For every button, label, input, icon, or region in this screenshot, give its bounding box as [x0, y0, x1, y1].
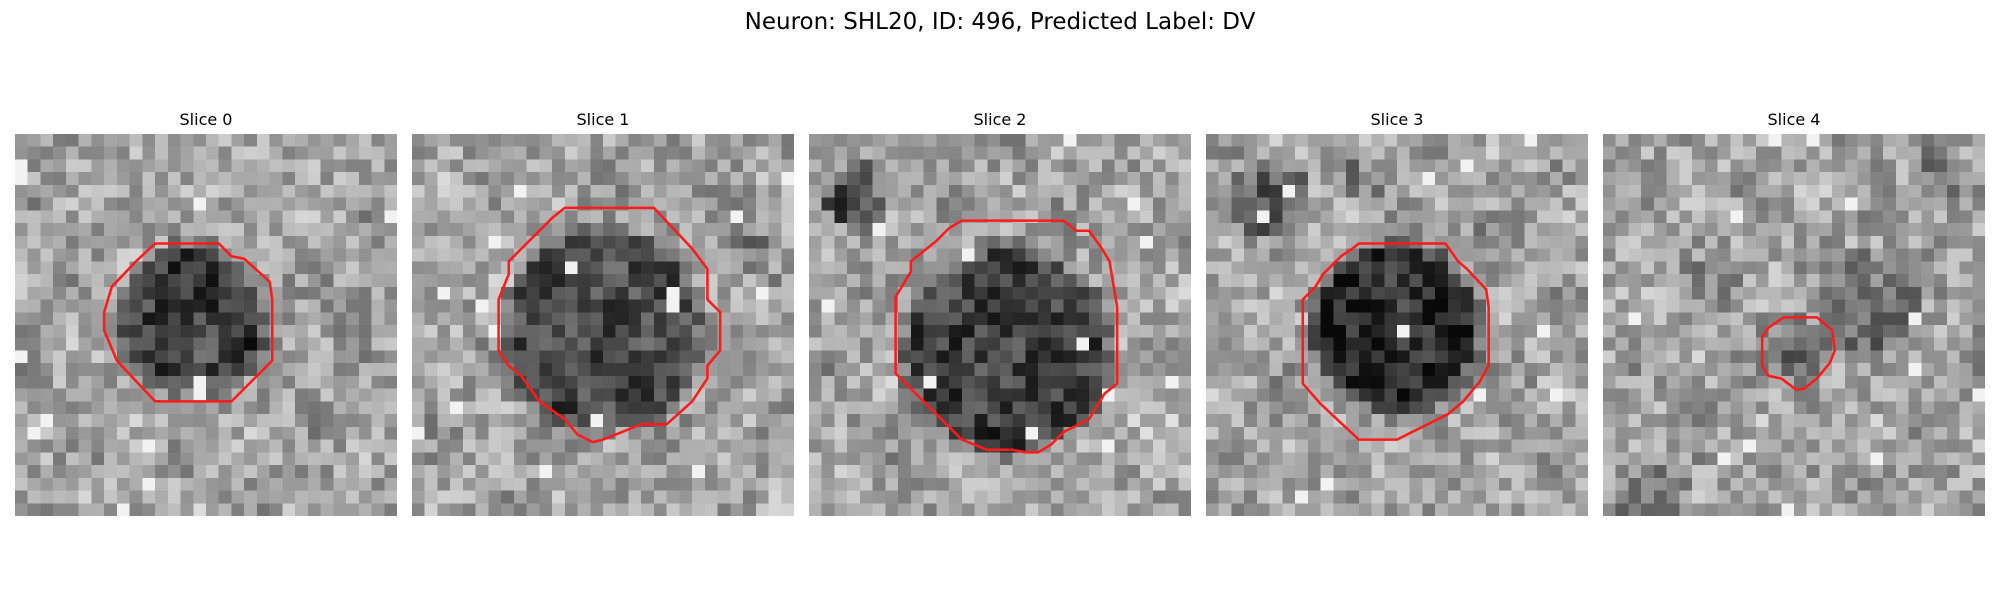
slice-title: Slice 3: [1370, 110, 1424, 129]
slice-image: [1206, 134, 1588, 516]
slice-panel-3: Slice 3: [1206, 108, 1588, 528]
slice-title: Slice 4: [1767, 110, 1821, 129]
slice-panel-4: Slice 4: [1603, 108, 1985, 528]
slice-title: Slice 0: [179, 110, 233, 129]
figure-title: Neuron: SHL20, ID: 496, Predicted Label:…: [744, 9, 1256, 35]
slice-image: [412, 134, 794, 516]
slice-title: Slice 1: [576, 110, 630, 129]
slice-image: [1603, 134, 1985, 516]
roi-contour: [1760, 316, 1837, 392]
slice-image: [809, 134, 1191, 516]
slice-image: [15, 134, 397, 516]
slice-panel-0: Slice 0: [15, 108, 397, 528]
roi-contour: [1301, 242, 1490, 441]
roi-contour: [497, 206, 722, 444]
roi-contour: [102, 242, 274, 403]
roi-contour: [894, 219, 1119, 454]
slice-panel-1: Slice 1: [412, 108, 794, 528]
slice-title: Slice 2: [973, 110, 1027, 129]
slice-panel-2: Slice 2: [809, 108, 1191, 528]
